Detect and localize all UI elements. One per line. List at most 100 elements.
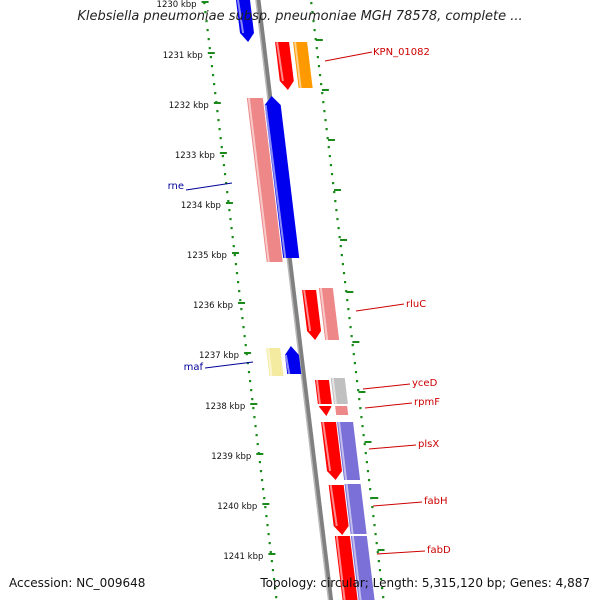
left-ring-dots bbox=[263, 497, 266, 500]
tick-label: 1238 kbp bbox=[205, 402, 245, 412]
right-ring-dots bbox=[326, 137, 329, 140]
right-ring-dots bbox=[365, 461, 368, 464]
gene-fabh-red bbox=[328, 485, 349, 535]
right-ring-dots bbox=[317, 65, 321, 68]
tick-label: 1231 kbp bbox=[163, 51, 203, 61]
gene-top-blue-shine bbox=[237, 0, 245, 34]
right-ring-dots bbox=[322, 101, 325, 104]
gene-plsx-purple-shine bbox=[338, 421, 348, 481]
tick-label: 1232 kbp bbox=[169, 101, 209, 111]
left-ring-dots bbox=[275, 596, 278, 599]
right-ring-dots bbox=[379, 578, 383, 581]
left-ring-dots bbox=[250, 389, 253, 392]
right-ring-dots bbox=[323, 110, 326, 113]
left-ring-dots bbox=[255, 434, 258, 437]
gene-rpmf-pink bbox=[335, 406, 349, 415]
right-ring-dots bbox=[354, 371, 358, 374]
left-ring-dots bbox=[270, 560, 273, 563]
right-ring-dots bbox=[378, 569, 382, 572]
left-ring-dots bbox=[205, 20, 208, 23]
gene-plsx-red-shine bbox=[322, 421, 332, 472]
left-ring-dots bbox=[260, 479, 264, 482]
gene-label-leader bbox=[324, 51, 373, 62]
topology-text: Topology: circular; Length: 5,315,120 bp… bbox=[260, 576, 590, 590]
left-ring-dots bbox=[242, 326, 245, 329]
track-group bbox=[203, 0, 385, 600]
left-ring-dots bbox=[234, 263, 238, 266]
right-ring-dots bbox=[313, 29, 316, 32]
right-ring-dots bbox=[341, 263, 345, 266]
left-ring-dots bbox=[217, 119, 220, 122]
tick-label: 1241 kbp bbox=[223, 552, 263, 562]
gene-plsx-red bbox=[321, 422, 342, 480]
right-ring-dots bbox=[344, 281, 347, 284]
gene-label-leader bbox=[376, 550, 426, 555]
right-ring-dots bbox=[364, 452, 367, 455]
left-ring-dots bbox=[254, 425, 257, 428]
left-ring-dots bbox=[244, 344, 247, 347]
gene-label-leader bbox=[368, 444, 417, 450]
gene-maf-blue bbox=[284, 346, 302, 374]
right-ring-dots bbox=[336, 218, 339, 221]
right-ring-dots bbox=[325, 128, 328, 131]
gene-kpn-01082-red-shine bbox=[276, 41, 284, 82]
right-ring-dots bbox=[332, 182, 335, 185]
left-ring-dots bbox=[203, 2, 206, 5]
right-ring-dots bbox=[371, 506, 374, 509]
gene-label-leader bbox=[204, 361, 254, 369]
left-ring-dots bbox=[272, 578, 276, 581]
left-ring-dots bbox=[213, 83, 216, 86]
left-ring-dots bbox=[214, 92, 217, 95]
right-ring-dots bbox=[347, 308, 350, 311]
map-title: Klebsiella pneumoniae subsp. pneumoniae … bbox=[77, 9, 523, 24]
left-ring-dots bbox=[274, 587, 277, 590]
right-ring-dots bbox=[342, 272, 346, 275]
left-ring-dots bbox=[248, 380, 252, 383]
backbone-line bbox=[255, 0, 334, 600]
left-ring-dots bbox=[245, 353, 248, 356]
right-ring-dots bbox=[367, 479, 371, 482]
gene-fabd-red-shine bbox=[335, 535, 346, 600]
left-ring-dots bbox=[262, 488, 265, 491]
right-ring-dots bbox=[327, 146, 330, 149]
left-ring-dots bbox=[251, 398, 254, 401]
right-ring-dots bbox=[366, 470, 370, 473]
right-ring-dots bbox=[348, 317, 351, 320]
left-ring-dots bbox=[228, 209, 231, 212]
gene-label: fabD bbox=[427, 545, 451, 556]
gene-rne-pink bbox=[246, 98, 283, 262]
left-ring-dots bbox=[269, 551, 272, 554]
right-ring-dots bbox=[324, 119, 327, 122]
tick-label: 1234 kbp bbox=[181, 201, 221, 211]
left-ring-dots bbox=[218, 128, 221, 131]
gene-label-leader bbox=[372, 501, 423, 507]
left-ring-dots bbox=[220, 146, 223, 149]
right-ring-dots bbox=[328, 155, 331, 158]
gene-fabh-red-shine bbox=[329, 484, 338, 527]
gene-plsx-purple bbox=[337, 422, 361, 480]
gene-yced-red-shine bbox=[315, 379, 321, 405]
left-ring-dots bbox=[239, 299, 242, 302]
right-ring-dots bbox=[377, 560, 380, 563]
left-ring-dots bbox=[253, 416, 256, 419]
left-ring-dots bbox=[222, 164, 226, 167]
right-ring-dots bbox=[361, 425, 364, 428]
gene-fabd-red bbox=[334, 536, 358, 600]
right-ring-dots bbox=[345, 290, 348, 293]
right-ring-dots bbox=[350, 335, 353, 338]
right-ring-dots bbox=[334, 200, 337, 203]
gene-fabd-purple-shine bbox=[351, 535, 362, 600]
right-ring-dots bbox=[360, 416, 363, 419]
gene-maf-yellow-shine bbox=[267, 347, 273, 377]
left-ring-dots bbox=[209, 56, 212, 59]
right-ring-dots bbox=[335, 209, 338, 212]
right-ring-dots bbox=[381, 587, 384, 590]
right-ring-dots bbox=[359, 407, 362, 410]
tick-label: 1237 kbp bbox=[199, 351, 239, 361]
right-ring-dots bbox=[339, 245, 342, 248]
right-ring-dots bbox=[310, 2, 313, 5]
left-ring-dots bbox=[237, 281, 240, 284]
left-ring-dots bbox=[219, 137, 222, 140]
